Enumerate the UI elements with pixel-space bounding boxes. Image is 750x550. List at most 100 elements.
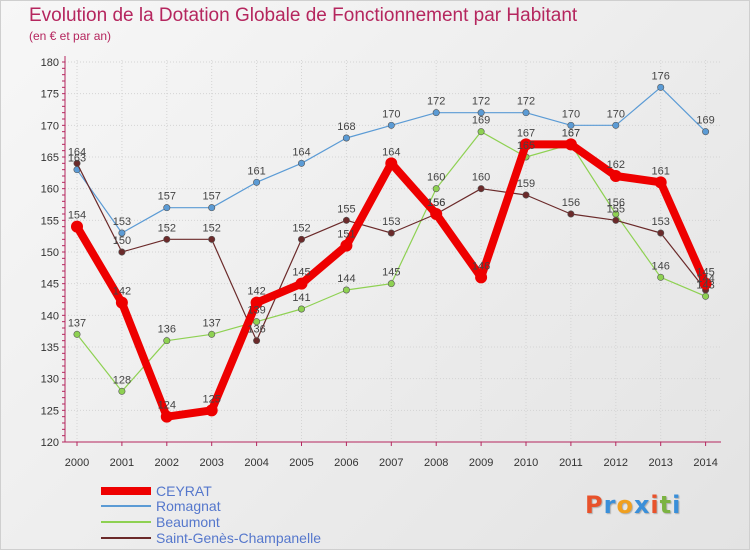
data-point-saint-gen-s-champanelle: [163, 235, 171, 243]
data-label-saint-gen-s-champanelle: 153: [382, 216, 400, 228]
data-label-saint-gen-s-champanelle: 152: [158, 222, 176, 234]
x-tick-label: 2012: [604, 457, 628, 469]
data-point-ceyrat: [295, 277, 308, 290]
data-point-ceyrat: [71, 220, 83, 233]
data-point-ceyrat: [609, 170, 622, 182]
legend-label-ceyrat: CEYRAT: [156, 483, 212, 499]
legend-swatch-ceyrat: [101, 487, 151, 495]
data-label-beaumont: 137: [203, 317, 221, 329]
y-tick-label: 135: [41, 342, 59, 354]
series-layer: [71, 83, 712, 423]
logo-letter: x: [633, 491, 651, 519]
data-label-romagnat: 172: [472, 96, 490, 108]
data-point-beaumont: [73, 330, 81, 338]
data-point-ceyrat: [475, 271, 488, 284]
data-label-romagnat: 168: [337, 121, 355, 133]
legend-item-ceyrat: CEYRAT: [101, 483, 401, 499]
data-point-ceyrat: [205, 404, 218, 417]
data-label-romagnat: 170: [382, 108, 400, 120]
x-tick-label: 2010: [514, 457, 538, 469]
data-point-saint-gen-s-champanelle: [477, 185, 485, 193]
data-point-saint-gen-s-champanelle: [118, 248, 126, 256]
data-point-beaumont: [163, 337, 171, 345]
data-point-romagnat: [432, 109, 440, 117]
data-point-romagnat: [567, 121, 575, 129]
data-point-romagnat: [253, 178, 261, 186]
data-point-ceyrat: [564, 138, 577, 151]
data-label-beaumont: 141: [292, 292, 310, 304]
data-point-beaumont: [297, 305, 305, 313]
data-label-romagnat: 170: [607, 108, 625, 120]
data-label-beaumont: 146: [652, 260, 670, 272]
y-tick-label: 175: [41, 89, 59, 101]
data-point-saint-gen-s-champanelle: [73, 159, 81, 167]
x-tick-label: 2013: [648, 457, 672, 469]
data-label-saint-gen-s-champanelle: 153: [652, 216, 670, 228]
data-point-ceyrat: [115, 296, 128, 309]
data-point-romagnat: [477, 109, 485, 117]
data-label-romagnat: 172: [427, 96, 445, 108]
data-label-ceyrat: 145: [292, 267, 310, 279]
data-point-beaumont: [387, 280, 395, 288]
y-tick-label: 130: [41, 374, 59, 386]
logo-letter: r: [603, 491, 617, 519]
x-tick-label: 2011: [559, 457, 583, 469]
label-layer: 163 153 157 157 161 164 168 170 172 172 172 170 170 1…: [68, 70, 715, 411]
legend-label-beaumont: Beaumont: [156, 514, 220, 530]
y-tick-label: 160: [41, 184, 59, 196]
data-label-beaumont: 145: [382, 267, 400, 279]
data-label-saint-gen-s-champanelle: 159: [517, 178, 535, 190]
axis-layer: 120 125 130 135 140 145 150 155 160 165 170 175 180 2…: [41, 56, 721, 469]
data-label-saint-gen-s-champanelle: 156: [427, 197, 445, 209]
x-tick-label: 2014: [693, 457, 717, 469]
chart-subtitle: (en € et par an): [29, 29, 112, 43]
data-label-romagnat: 153: [113, 216, 131, 228]
data-label-saint-gen-s-champanelle: 150: [113, 235, 131, 247]
data-point-romagnat: [522, 109, 530, 117]
data-point-saint-gen-s-champanelle: [208, 235, 216, 243]
x-tick-label: 2008: [424, 457, 448, 469]
data-point-romagnat: [612, 121, 620, 129]
data-point-saint-gen-s-champanelle: [522, 191, 530, 199]
x-tick-label: 2003: [199, 457, 223, 469]
data-label-romagnat: 157: [203, 191, 221, 203]
data-label-romagnat: 161: [247, 165, 265, 177]
proxiti-logo: Proxiti: [585, 491, 681, 519]
data-label-beaumont: 136: [158, 324, 176, 336]
data-point-ceyrat: [520, 138, 532, 151]
data-label-ceyrat: 162: [607, 159, 625, 171]
data-point-beaumont: [118, 387, 126, 395]
y-tick-label: 155: [41, 215, 59, 227]
logo-letter: i: [650, 491, 660, 519]
y-tick-label: 120: [41, 437, 59, 449]
data-label-beaumont: 143: [696, 279, 714, 291]
data-point-ceyrat: [160, 410, 173, 423]
data-point-romagnat: [163, 204, 171, 212]
data-label-saint-gen-s-champanelle: 164: [68, 146, 86, 158]
data-label-beaumont: 167: [562, 127, 580, 139]
data-label-romagnat: 170: [562, 108, 580, 120]
data-point-beaumont: [208, 330, 216, 338]
data-label-ceyrat: 156: [427, 197, 445, 209]
y-tick-label: 125: [41, 405, 59, 417]
data-label-ceyrat: 167: [562, 127, 580, 139]
data-label-romagnat: 157: [158, 191, 176, 203]
legend-item-saint-genes: Saint-Genès-Champanelle: [101, 530, 401, 546]
data-label-ceyrat: 124: [158, 400, 176, 412]
y-tick-label: 145: [41, 279, 59, 291]
data-point-romagnat: [118, 229, 126, 237]
y-tick-label: 150: [41, 247, 59, 259]
data-label-romagnat: 163: [68, 153, 86, 165]
legend-item-romagnat: Romagnat: [101, 498, 401, 514]
x-tick-label: 2000: [65, 457, 89, 469]
x-tick-label: 2007: [379, 457, 403, 469]
legend-label-saint-genes: Saint-Genès-Champanelle: [156, 530, 321, 546]
data-point-romagnat: [387, 121, 395, 129]
data-label-ceyrat: 145: [696, 267, 714, 279]
data-label-saint-gen-s-champanelle: 152: [292, 222, 310, 234]
data-label-beaumont: 156: [607, 197, 625, 209]
logo-letter: i: [672, 491, 682, 519]
data-point-beaumont: [342, 286, 350, 294]
data-label-beaumont: 144: [337, 273, 355, 285]
